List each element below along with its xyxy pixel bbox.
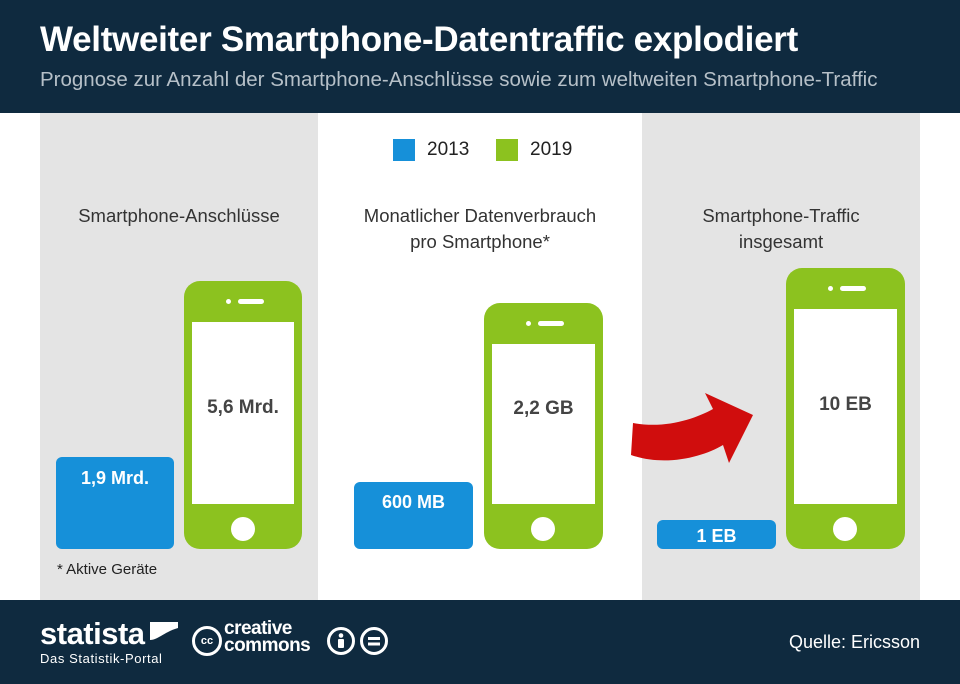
category-label-traffic-line2: insgesamt [738,231,824,252]
category-label-anschluesse: Smartphone-Anschlüsse [40,203,318,229]
chart-area: 2013 2019 Smartphone-Anschlüsse Monatlic… [0,113,960,600]
creative-commons-line1: creative [224,618,292,639]
phone-screen [794,309,897,504]
cc-icon: cc [192,626,222,656]
no-derivatives-icon [360,627,388,655]
bar-2013-anschluesse: 1,9 Mrd. [56,457,174,549]
chart-subtitle: Prognose zur Anzahl der Smartphone-Ansch… [40,68,878,91]
bar-2019-traffic: 10 EB [786,268,905,549]
phone-screen [492,344,595,504]
chart-title: Weltweiter Smartphone-Datentraffic explo… [40,20,798,59]
phone-camera-dot [226,299,231,304]
data-label-2019-anschluesse: 5,6 Mrd. [207,397,279,418]
data-label-2013-traffic: 1 EB [696,526,737,546]
legend-label-2019: 2019 [530,139,573,160]
category-label-traffic: Smartphone-Traffic insgesamt [642,203,920,255]
bar-2019-datenverbrauch: 2,2 GB [484,303,603,549]
phone-speaker [538,321,564,326]
bar-2013-traffic: 1 EB [657,520,776,549]
statista-tagline: Das Statistik-Portal [40,651,163,666]
footer: statista Das Statistik-Portal cc creativ… [0,600,960,684]
phone-home-button [231,517,255,541]
category-label-datenverbrauch-line2: pro Smartphone* [410,231,550,252]
statista-logo-text: statista [40,616,145,651]
source: Quelle: Ericsson [788,632,920,652]
category-label-anschluesse-text: Smartphone-Anschlüsse [78,205,280,226]
phone-speaker [238,299,264,304]
category-label-datenverbrauch: Monatlicher Datenverbrauch pro Smartphon… [318,203,642,255]
phone-home-button [531,517,555,541]
legend-label-2013: 2013 [427,139,470,160]
legend-swatch-2019 [496,139,518,161]
footnote: * Aktive Geräte [57,561,158,578]
statista-logo-icon [150,622,178,650]
legend-swatch-2013 [393,139,415,161]
data-label-2013-datenverbrauch: 600 MB [381,492,446,512]
bar-2013-datenverbrauch: 600 MB [354,482,473,549]
creative-commons-line2: commons [224,635,311,656]
data-label-2019-traffic: 10 EB [819,394,872,415]
data-label-2019-datenverbrauch: 2,2 GB [513,398,574,419]
statista-logo: statista [40,616,178,652]
bar-2019-anschluesse: 5,6 Mrd. [184,281,302,549]
phone-home-button [833,517,857,541]
growth-arrow-icon [631,393,753,463]
phone-speaker [840,286,866,291]
creative-commons-text: creative commons [224,618,311,656]
phone-camera-dot [828,286,833,291]
category-label-traffic-line1: Smartphone-Traffic [702,205,860,226]
category-label-datenverbrauch-line1: Monatlicher Datenverbrauch [363,205,597,226]
phone-screen [192,322,294,504]
attribution-icon [327,627,355,655]
header: Weltweiter Smartphone-Datentraffic explo… [0,0,960,113]
phone-camera-dot [526,321,531,326]
data-label-2013-anschluesse: 1,9 Mrd. [80,468,150,488]
